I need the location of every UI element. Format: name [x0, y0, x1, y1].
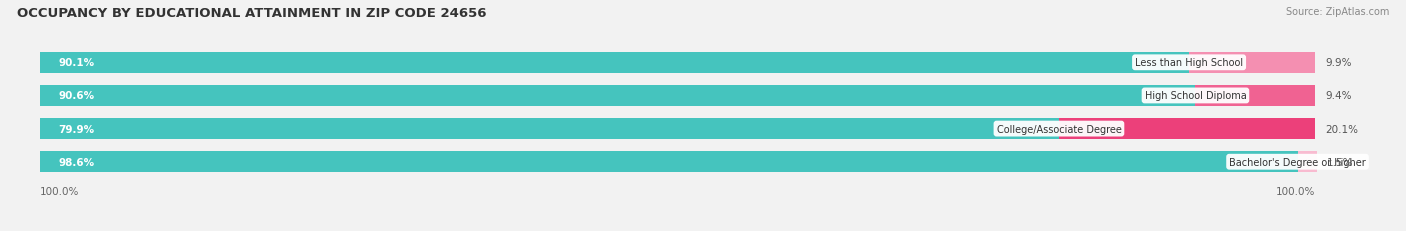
Text: 100.0%: 100.0%: [1277, 186, 1316, 196]
Text: 90.1%: 90.1%: [59, 58, 94, 68]
Text: 98.6%: 98.6%: [59, 157, 94, 167]
Bar: [39, 152, 1316, 172]
Bar: [39, 86, 1316, 106]
Bar: [1189, 53, 1316, 73]
Text: 9.4%: 9.4%: [1326, 91, 1353, 101]
Bar: [39, 119, 1059, 139]
Bar: [39, 86, 1195, 106]
Text: Bachelor's Degree or higher: Bachelor's Degree or higher: [1229, 157, 1365, 167]
Text: OCCUPANCY BY EDUCATIONAL ATTAINMENT IN ZIP CODE 24656: OCCUPANCY BY EDUCATIONAL ATTAINMENT IN Z…: [17, 7, 486, 20]
Text: 1.5%: 1.5%: [1327, 157, 1354, 167]
Bar: [39, 53, 1316, 73]
Bar: [1298, 152, 1316, 172]
Text: 20.1%: 20.1%: [1326, 124, 1358, 134]
Text: 90.6%: 90.6%: [59, 91, 94, 101]
Text: 9.9%: 9.9%: [1326, 58, 1353, 68]
Text: College/Associate Degree: College/Associate Degree: [997, 124, 1122, 134]
Text: 100.0%: 100.0%: [39, 186, 79, 196]
Bar: [1195, 86, 1316, 106]
Text: High School Diploma: High School Diploma: [1144, 91, 1246, 101]
Legend: Owner-occupied, Renter-occupied: Owner-occupied, Renter-occupied: [586, 228, 820, 231]
Bar: [1059, 119, 1316, 139]
Bar: [39, 119, 1316, 139]
Bar: [39, 53, 1189, 73]
Bar: [39, 152, 1298, 172]
Text: Source: ZipAtlas.com: Source: ZipAtlas.com: [1285, 7, 1389, 17]
Text: Less than High School: Less than High School: [1135, 58, 1243, 68]
Text: 79.9%: 79.9%: [59, 124, 94, 134]
